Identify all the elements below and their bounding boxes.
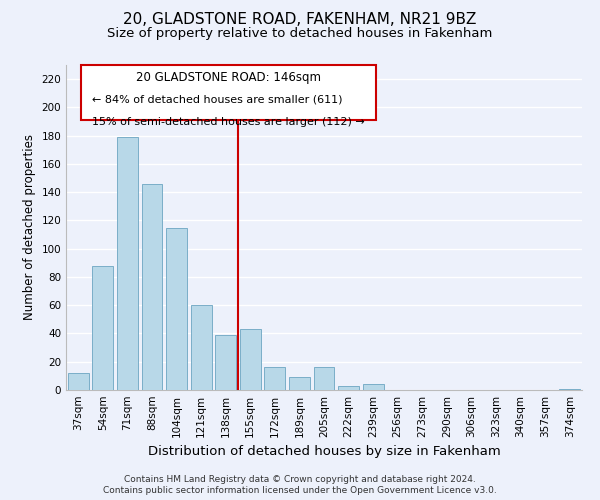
Bar [92,266,113,390]
Bar [215,335,236,390]
Bar [362,384,383,390]
Bar [142,184,163,390]
Bar [338,386,359,390]
FancyBboxPatch shape [82,65,376,120]
Bar [166,228,187,390]
Text: 20 GLADSTONE ROAD: 146sqm: 20 GLADSTONE ROAD: 146sqm [136,72,321,85]
Text: Contains HM Land Registry data © Crown copyright and database right 2024.: Contains HM Land Registry data © Crown c… [124,475,476,484]
Text: ← 84% of detached houses are smaller (611): ← 84% of detached houses are smaller (61… [92,94,342,104]
Bar [314,368,334,390]
Y-axis label: Number of detached properties: Number of detached properties [23,134,36,320]
Bar [289,378,310,390]
Bar [191,305,212,390]
X-axis label: Distribution of detached houses by size in Fakenham: Distribution of detached houses by size … [148,446,500,458]
Bar [265,368,286,390]
Text: 20, GLADSTONE ROAD, FAKENHAM, NR21 9BZ: 20, GLADSTONE ROAD, FAKENHAM, NR21 9BZ [124,12,476,28]
Text: Contains public sector information licensed under the Open Government Licence v3: Contains public sector information licen… [103,486,497,495]
Bar [117,137,138,390]
Text: Size of property relative to detached houses in Fakenham: Size of property relative to detached ho… [107,28,493,40]
Bar [68,373,89,390]
Bar [559,388,580,390]
Bar [240,329,261,390]
Text: 15% of semi-detached houses are larger (112) →: 15% of semi-detached houses are larger (… [92,117,365,127]
